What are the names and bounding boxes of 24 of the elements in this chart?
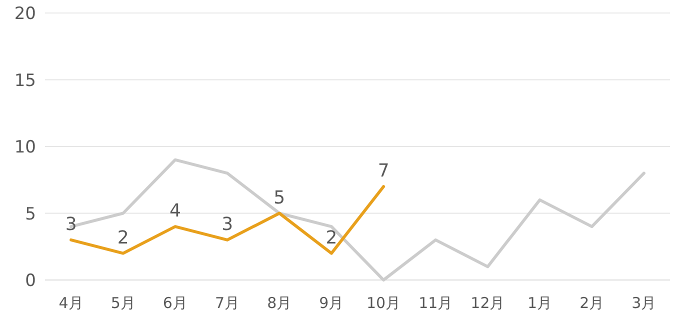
x-tick-label: 3月 xyxy=(632,294,656,312)
x-tick-label: 6月 xyxy=(162,294,188,312)
x-tick-label: 11月 xyxy=(418,294,453,312)
x-tick-label: 1月 xyxy=(528,294,552,312)
data-label: 7 xyxy=(378,160,390,182)
data-label: 2 xyxy=(326,227,338,248)
data-label: 5 xyxy=(274,187,286,208)
x-tick-label: 9月 xyxy=(319,294,344,312)
x-tick-label: 5月 xyxy=(110,294,136,312)
y-tick-label: 10 xyxy=(14,138,36,158)
data-label: 3 xyxy=(222,214,234,235)
data-label: 3 xyxy=(65,214,77,235)
x-tick-label: 2月 xyxy=(580,294,604,312)
data-label: 4 xyxy=(169,200,181,222)
y-tick-label: 20 xyxy=(14,4,36,24)
y-tick-label: 0 xyxy=(25,271,36,291)
x-tick-label: 10月 xyxy=(366,294,401,312)
x-tick-label: 8月 xyxy=(267,294,292,312)
data-label: 2 xyxy=(117,227,129,248)
x-tick-label: 7月 xyxy=(215,294,240,312)
x-tick-label: 4月 xyxy=(58,294,84,312)
y-tick-label: 5 xyxy=(25,204,36,224)
y-tick-label: 15 xyxy=(14,70,36,91)
x-tick-label: 12月 xyxy=(470,294,505,312)
